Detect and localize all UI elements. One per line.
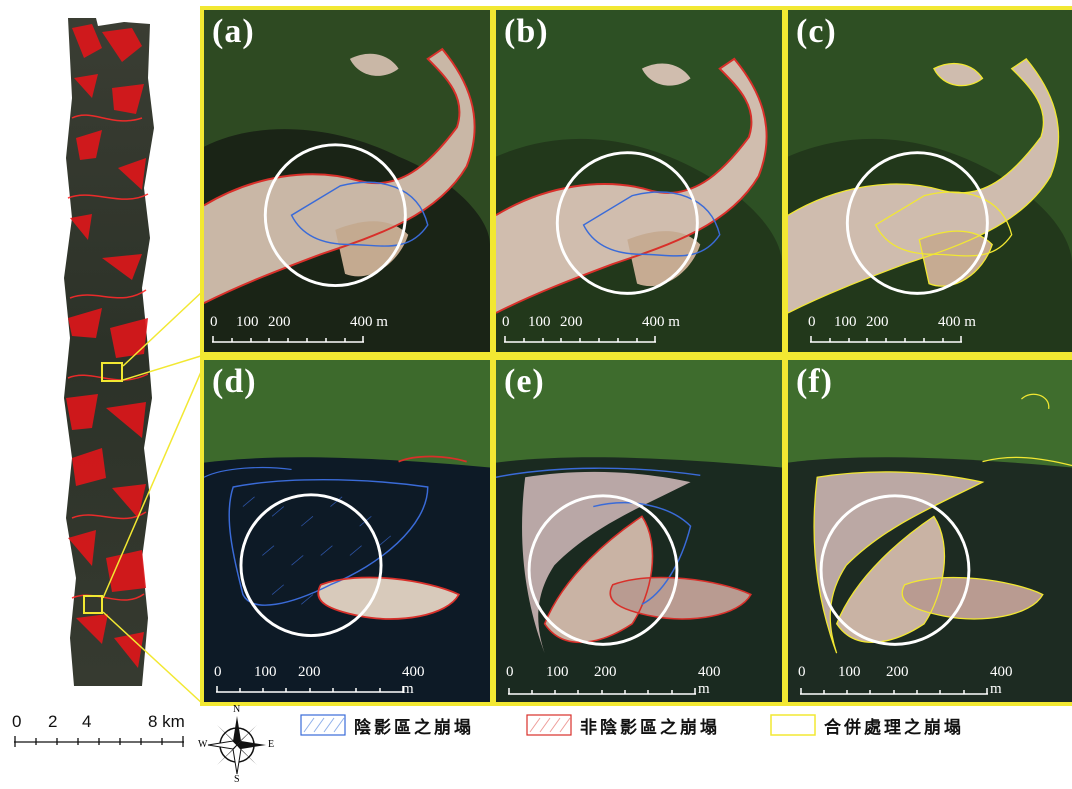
scale-tick: 400 m: [990, 664, 1013, 697]
legend-shadow-landslide: 陰影區之崩塌: [300, 712, 474, 738]
scale-tick: 0: [798, 664, 806, 680]
scale-tick: 100: [546, 664, 569, 680]
panel-e: (e) 0 100 200 400 m: [492, 356, 786, 706]
panel-d-scalebar: 0 100 200 400 m: [210, 664, 425, 698]
compass-w: W: [198, 739, 208, 750]
panel-a: (a) 0 100 200 400 m: [200, 6, 494, 356]
scale-tick: 400 m: [642, 314, 680, 330]
panel-d-image: [204, 360, 490, 702]
legend-nonshadow-landslide: 非陰影區之崩塌: [526, 712, 720, 738]
panel-d-label: (d): [212, 363, 257, 400]
scale-tick: 0: [506, 664, 514, 680]
scale-tick: 200: [298, 664, 321, 680]
scale-tick: 0: [12, 712, 22, 731]
compass-n: N: [233, 704, 241, 715]
legend-swatch-blue-hatch: [300, 714, 346, 736]
locator-box-upper: [101, 362, 123, 382]
panel-d: (d) 0 100 200 400 m: [200, 356, 494, 706]
scale-tick: 8 km: [148, 712, 185, 731]
scale-tick: 400 m: [938, 314, 976, 330]
legend-swatch-red-hatch: [526, 714, 572, 736]
compass-e: E: [268, 739, 275, 750]
scale-tick: 100: [838, 664, 861, 680]
overview-scalebar: 0 2 4 8 km: [6, 712, 196, 748]
scale-tick: 100: [254, 664, 277, 680]
scale-tick: 100: [528, 314, 551, 330]
panel-a-scalebar: 0 100 200 400 m: [210, 314, 400, 348]
compass-s: S: [234, 774, 240, 785]
panel-a-image: [204, 10, 490, 352]
legend-label: 陰影區之崩塌: [354, 717, 474, 738]
panel-c: (c) 0 100 200 400 m: [784, 6, 1072, 356]
scale-tick: 400 m: [350, 314, 388, 330]
panel-e-scalebar: 0 100 200 400 m: [502, 664, 721, 698]
scale-tick: 400 m: [698, 664, 721, 697]
panel-c-label: (c): [796, 13, 837, 50]
compass-icon: [207, 716, 266, 775]
panel-f-scalebar: 0 100 200 400 m: [794, 664, 1013, 698]
scale-tick: 200: [268, 314, 291, 330]
scale-tick: 0: [502, 314, 510, 330]
panel-b: (b) 0 100 200 400 m: [492, 6, 786, 356]
legend-merged-landslide: 合併處理之崩塌: [770, 712, 964, 738]
legend-label: 非陰影區之崩塌: [580, 717, 720, 738]
scale-tick: 200: [866, 314, 889, 330]
locator-box-lower: [83, 595, 103, 614]
legend-label: 合併處理之崩塌: [824, 717, 964, 738]
overview-map: [62, 18, 158, 686]
panel-f-image: [788, 360, 1072, 702]
panel-f: (f) 0 100 200 400 m: [784, 356, 1072, 706]
panel-a-label: (a): [212, 13, 255, 50]
scale-tick: 200: [594, 664, 617, 680]
legend-swatch-yellow-outline: [770, 714, 816, 736]
panel-c-image: [788, 10, 1072, 352]
scale-tick: 0: [210, 314, 218, 330]
panel-e-label: (e): [504, 363, 545, 400]
scale-tick: 100: [834, 314, 857, 330]
panel-c-scalebar: 0 100 200 400 m: [794, 314, 984, 348]
panel-f-label: (f): [796, 363, 833, 400]
panel-e-image: [496, 360, 782, 702]
panel-b-scalebar: 0 100 200 400 m: [502, 314, 692, 348]
scale-tick: 200: [886, 664, 909, 680]
panel-b-image: [496, 10, 782, 352]
overview-strip-image: [64, 18, 154, 686]
compass-rose: N S W E: [198, 704, 276, 785]
scale-tick: 0: [214, 664, 222, 680]
panel-b-label: (b): [504, 13, 549, 50]
scale-tick: 400 m: [402, 664, 425, 697]
scale-tick: 200: [560, 314, 583, 330]
scale-tick: 2: [48, 712, 58, 731]
scale-tick: 100: [236, 314, 259, 330]
scale-tick: 4: [82, 712, 92, 731]
scale-tick: 0: [808, 314, 816, 330]
